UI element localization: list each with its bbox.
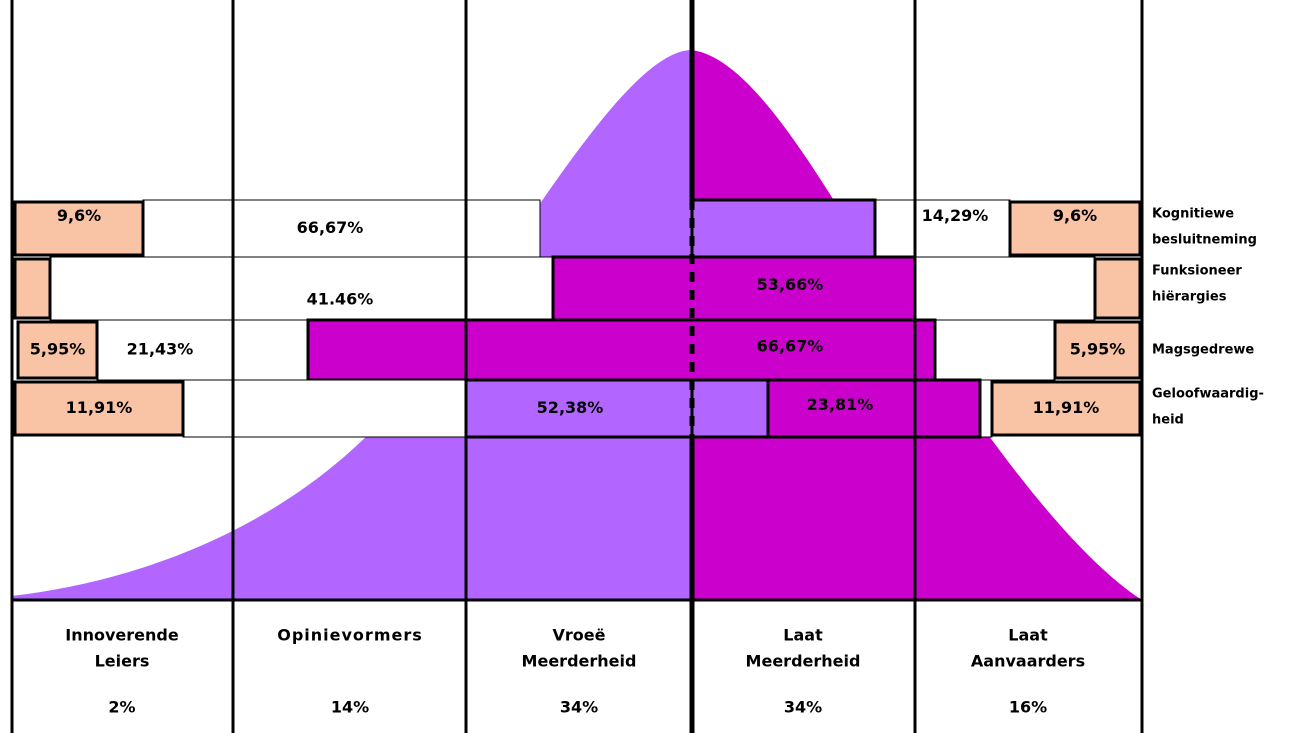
value-label: 21,43% — [127, 340, 194, 359]
row-name: besluitneming — [1152, 233, 1257, 248]
bar — [306, 318, 937, 382]
column-name: Laat — [783, 626, 823, 645]
column-share: 34% — [784, 698, 822, 717]
value-label: 14,29% — [922, 206, 989, 225]
bar — [690, 198, 877, 259]
box-label: 9,6% — [57, 206, 101, 225]
column-share: 34% — [560, 698, 598, 717]
value-label: 53,66% — [757, 275, 824, 294]
box — [990, 380, 1142, 437]
box-label: 5,95% — [30, 340, 86, 359]
value-label: 66,67% — [757, 337, 824, 356]
curve-right — [692, 50, 1142, 600]
box-label: 11,91% — [66, 398, 133, 417]
row-name: Magsgedrewe — [1152, 343, 1254, 358]
box-label: 5,95% — [1070, 340, 1126, 359]
column-name: Innoverende — [65, 626, 179, 645]
row-name: hiërargies — [1152, 290, 1227, 305]
row-band — [979, 379, 993, 438]
column-share: 16% — [1009, 698, 1047, 717]
row-name: heid — [1152, 413, 1184, 428]
value-label: 52,38% — [537, 398, 604, 417]
column-name: Meerderheid — [522, 652, 637, 671]
row-name: Kognitiewe — [1152, 207, 1234, 222]
curve-left — [12, 50, 692, 600]
column-share: 14% — [331, 698, 369, 717]
row-band — [874, 199, 1011, 258]
bar — [766, 378, 982, 439]
box — [13, 200, 145, 257]
column-name: Opinievormers — [277, 626, 423, 645]
box-label: 11,91% — [1033, 398, 1100, 417]
box — [1008, 200, 1142, 257]
column-name: Vroeë — [553, 626, 606, 645]
row-band — [96, 319, 309, 381]
value-label: 23,81% — [807, 395, 874, 414]
labels: 9,6% 9,6% 66,67% 14,29% Kognitiewe besluitnem… — [30, 206, 1264, 717]
grid — [10, 0, 1144, 733]
box-label: 9,6% — [1053, 206, 1097, 225]
bar — [690, 378, 770, 439]
row-band — [934, 319, 1056, 381]
row-band — [914, 256, 1096, 321]
box — [16, 320, 99, 380]
value-label: 66,67% — [297, 218, 364, 237]
box — [1053, 320, 1142, 380]
row-band — [182, 379, 467, 438]
column-share: 2% — [108, 698, 135, 717]
column-name: Laat — [1008, 626, 1048, 645]
value-label: 41.46% — [307, 290, 374, 309]
bar — [551, 255, 917, 322]
row-name: Geloofwaardig- — [1152, 387, 1264, 402]
box — [13, 380, 185, 437]
box — [1093, 257, 1142, 320]
column-name: Meerderheid — [746, 652, 861, 671]
box — [13, 257, 52, 320]
column-name: Leiers — [95, 652, 150, 671]
row-name: Funksioneer — [1152, 264, 1242, 279]
column-name: Aanvaarders — [971, 652, 1085, 671]
rows — [13, 198, 1142, 439]
row-band — [49, 256, 554, 321]
